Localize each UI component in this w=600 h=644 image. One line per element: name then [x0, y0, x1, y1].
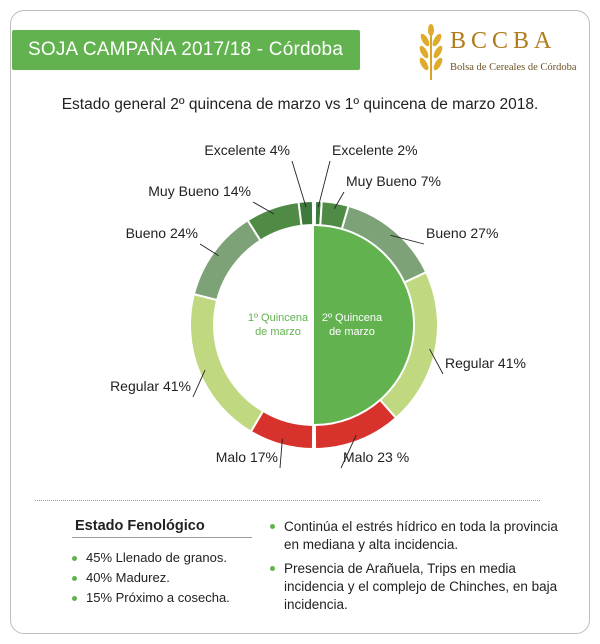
left-label-malo: Malo 17% — [216, 449, 278, 465]
center-label-left: de marzo — [255, 326, 301, 338]
chart-subtitle: Estado general 2º quincena de marzo vs 1… — [61, 96, 539, 113]
right-leader-line — [390, 234, 425, 245]
note-item: Presencia de Arañuela, Trips en media in… — [270, 560, 560, 614]
fenologico-item: 40% Madurez. — [72, 568, 230, 588]
left-label-bueno: Bueno 24% — [126, 225, 198, 241]
left-leader-line — [279, 438, 283, 469]
fenologico-list: 45% Llenado de granos. 40% Madurez. 15% … — [72, 548, 230, 608]
fenologico-item: 15% Próximo a cosecha. — [72, 588, 230, 608]
logo-name: BCCBA — [450, 28, 557, 54]
divider-line — [35, 500, 540, 501]
left-leader-line — [252, 201, 275, 215]
right-label-bueno: Bueno 27% — [426, 225, 498, 241]
logo-subtitle: Bolsa de Cereales de Córdoba — [450, 62, 577, 73]
left-leader-line — [192, 369, 206, 398]
center-label-left: 1º Quincena — [248, 312, 309, 324]
left-label-excelente: Excelente 4% — [204, 142, 290, 158]
center-half-right — [314, 220, 419, 430]
left-slice-bueno — [192, 218, 262, 302]
left-label-muy-bueno: Muy Bueno 14% — [148, 183, 251, 199]
right-leader-line — [340, 435, 357, 469]
right-slice-malo — [313, 398, 398, 451]
bullet-icon — [270, 524, 275, 529]
header-banner: SOJA CAMPAÑA 2017/18 - Córdoba — [12, 30, 360, 70]
right-leader-line — [333, 191, 345, 209]
left-slice-malo — [249, 409, 315, 451]
fenologico-title: Estado Fenológico — [75, 518, 205, 534]
right-label-regular: Regular 41% — [445, 355, 526, 371]
bullet-icon — [270, 566, 275, 571]
right-label-malo: Malo 23 % — [343, 449, 409, 465]
center-label-right: 2º Quincena — [322, 312, 383, 324]
right-leader-line — [429, 348, 444, 375]
fenologico-item: 45% Llenado de granos. — [72, 548, 230, 568]
fenologico-underline — [72, 537, 252, 538]
right-label-excelente: Excelente 2% — [332, 142, 418, 158]
notes-list: Continúa el estrés hídrico en toda la pr… — [270, 518, 560, 620]
infographic-card — [10, 10, 590, 634]
right-leader-line — [317, 160, 331, 208]
bccba-logo: BCCBA Bolsa de Cereales de Córdoba — [416, 24, 586, 84]
bullet-icon — [72, 556, 77, 562]
bullet-icon — [72, 576, 77, 582]
split-donut-chart: Excelente 4% Muy Bueno 14% Bueno 24% Regula… — [110, 142, 526, 469]
page-title: SOJA CAMPAÑA 2017/18 - Córdoba — [28, 39, 344, 60]
left-leader-line — [199, 243, 219, 257]
right-label-muy-bueno: Muy Bueno 7% — [346, 173, 441, 189]
bullet-icon — [72, 596, 77, 602]
left-label-regular: Regular 41% — [110, 378, 191, 394]
center-label-right: de marzo — [329, 326, 375, 338]
left-leader-line — [291, 160, 307, 208]
note-item: Continúa el estrés hídrico en toda la pr… — [270, 518, 560, 554]
wheat-icon — [419, 24, 443, 80]
